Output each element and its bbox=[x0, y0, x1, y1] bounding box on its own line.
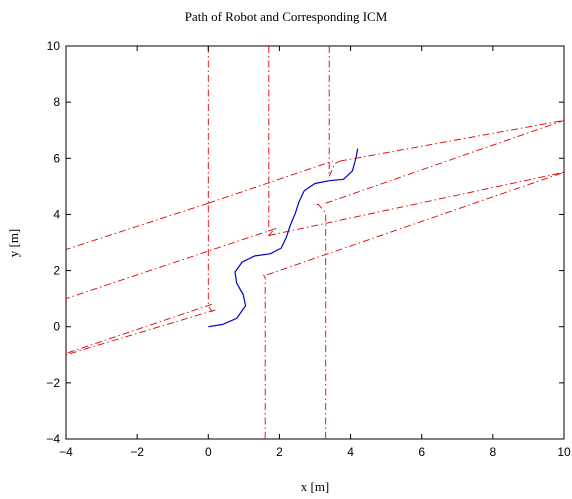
x-tick-label: 8 bbox=[490, 445, 497, 459]
icm-left-segment bbox=[207, 46, 216, 312]
y-tick-label: 2 bbox=[53, 264, 60, 278]
y-tick-label: −2 bbox=[46, 376, 60, 390]
icm-center-segment bbox=[65, 228, 277, 300]
x-tick-label: −4 bbox=[59, 445, 73, 459]
y-tick-label: 6 bbox=[53, 151, 60, 165]
icm-right-segment bbox=[339, 119, 565, 162]
plot-area: −4 −2 0 2 4 6 8 10 −4 −2 0 2 4 6 8 10 bbox=[46, 39, 571, 459]
icm-center-segment bbox=[263, 274, 266, 439]
x-tick-label: 6 bbox=[418, 445, 425, 459]
x-tick-label: 0 bbox=[205, 445, 212, 459]
icm-right-segment bbox=[328, 46, 341, 177]
icm-left-segment bbox=[65, 303, 212, 354]
tick-layer: −4 −2 0 2 4 6 8 10 −4 −2 0 2 4 6 8 10 bbox=[46, 39, 571, 459]
icm-center-segment bbox=[268, 171, 565, 236]
chart-title: Path of Robot and Corresponding ICM bbox=[185, 9, 388, 24]
x-tick-label: 10 bbox=[557, 445, 571, 459]
plot-frame bbox=[65, 45, 565, 440]
y-axis-label: y [m] bbox=[6, 229, 21, 258]
icm-center-segment bbox=[268, 46, 277, 237]
icm-right-segment bbox=[325, 119, 565, 204]
y-tick-label: 0 bbox=[53, 320, 60, 334]
icm-left-segment bbox=[65, 309, 216, 356]
y-tick-label: 8 bbox=[53, 95, 60, 109]
y-tick-label: 4 bbox=[53, 207, 60, 221]
x-axis-label: x [m] bbox=[301, 479, 330, 494]
icm-center-segment bbox=[208, 160, 333, 204]
series-layer bbox=[65, 46, 565, 439]
icm-right-segment bbox=[313, 204, 327, 439]
icm-center-segment bbox=[266, 171, 565, 276]
y-tick-label: 10 bbox=[47, 39, 61, 53]
x-tick-label: 4 bbox=[347, 445, 354, 459]
robot-path-line bbox=[208, 148, 359, 328]
x-tick-label: −2 bbox=[130, 445, 144, 459]
y-tick-label: −4 bbox=[46, 432, 60, 446]
x-tick-label: 2 bbox=[276, 445, 283, 459]
icm-center-segment bbox=[65, 202, 209, 250]
